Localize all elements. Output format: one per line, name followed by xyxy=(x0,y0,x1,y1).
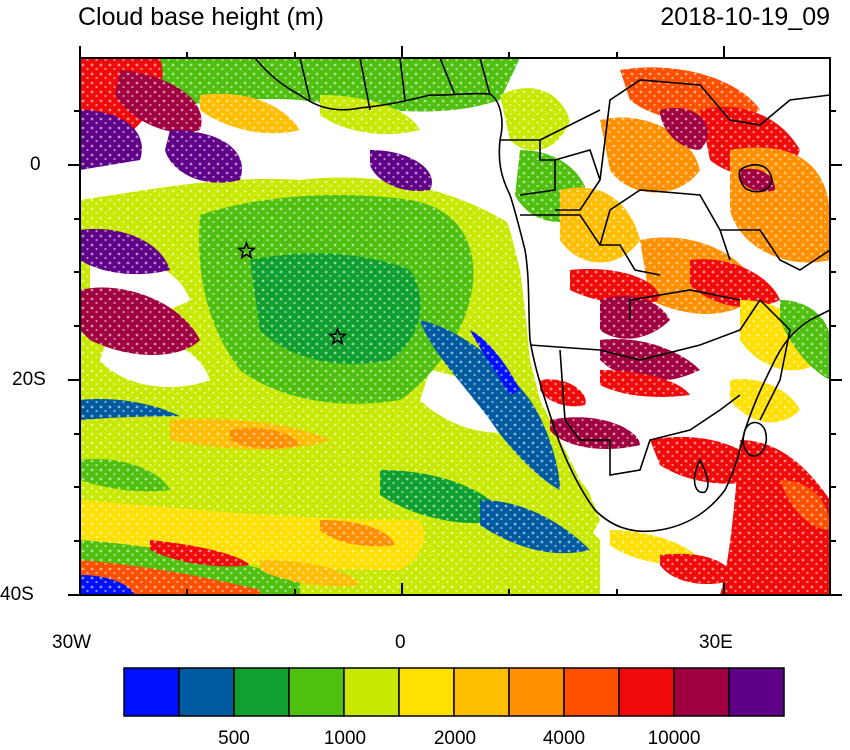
colorbar-box-2 xyxy=(178,667,235,717)
station-markers xyxy=(236,240,348,346)
star-marker-2 xyxy=(327,326,348,346)
colorbar-box-1 xyxy=(123,667,180,717)
x-tick-label-0: 0 xyxy=(395,632,406,653)
colorbar-label-10000: 10000 xyxy=(647,728,701,749)
colorbar-label-2000: 2000 xyxy=(433,728,477,749)
colorbar-label-500: 500 xyxy=(218,728,250,749)
map-title: Cloud base height (m) xyxy=(78,3,324,31)
colorbar-label-4000: 4000 xyxy=(542,728,586,749)
x-tick-label-30w: 30W xyxy=(52,632,92,653)
colorbar-label-1000: 1000 xyxy=(323,728,367,749)
colorbar-box-11 xyxy=(673,667,730,717)
colorbar-box-3 xyxy=(233,667,290,717)
y-tick-label-40s: 40S xyxy=(0,584,34,605)
colorbar-box-4 xyxy=(288,667,345,717)
cloud-field xyxy=(80,58,830,595)
datetime-label: 2018-10-19_09 xyxy=(660,3,830,31)
colorbar-box-9 xyxy=(563,667,620,717)
colorbar-box-10 xyxy=(618,667,675,717)
x-tick-label-30e: 30E xyxy=(699,632,733,653)
colorbar-box-5 xyxy=(343,667,400,717)
coastlines-borders xyxy=(254,58,830,533)
colorbar xyxy=(123,667,785,717)
y-tick-label-20s: 20S xyxy=(12,369,46,390)
colorbar-box-12 xyxy=(728,667,785,717)
y-tick-label-0: 0 xyxy=(30,154,41,175)
colorbar-box-8 xyxy=(508,667,565,717)
tick-marks xyxy=(68,46,842,596)
colorbar-box-6 xyxy=(398,667,455,717)
colorbar-box-7 xyxy=(453,667,510,717)
star-marker-1 xyxy=(236,240,257,260)
